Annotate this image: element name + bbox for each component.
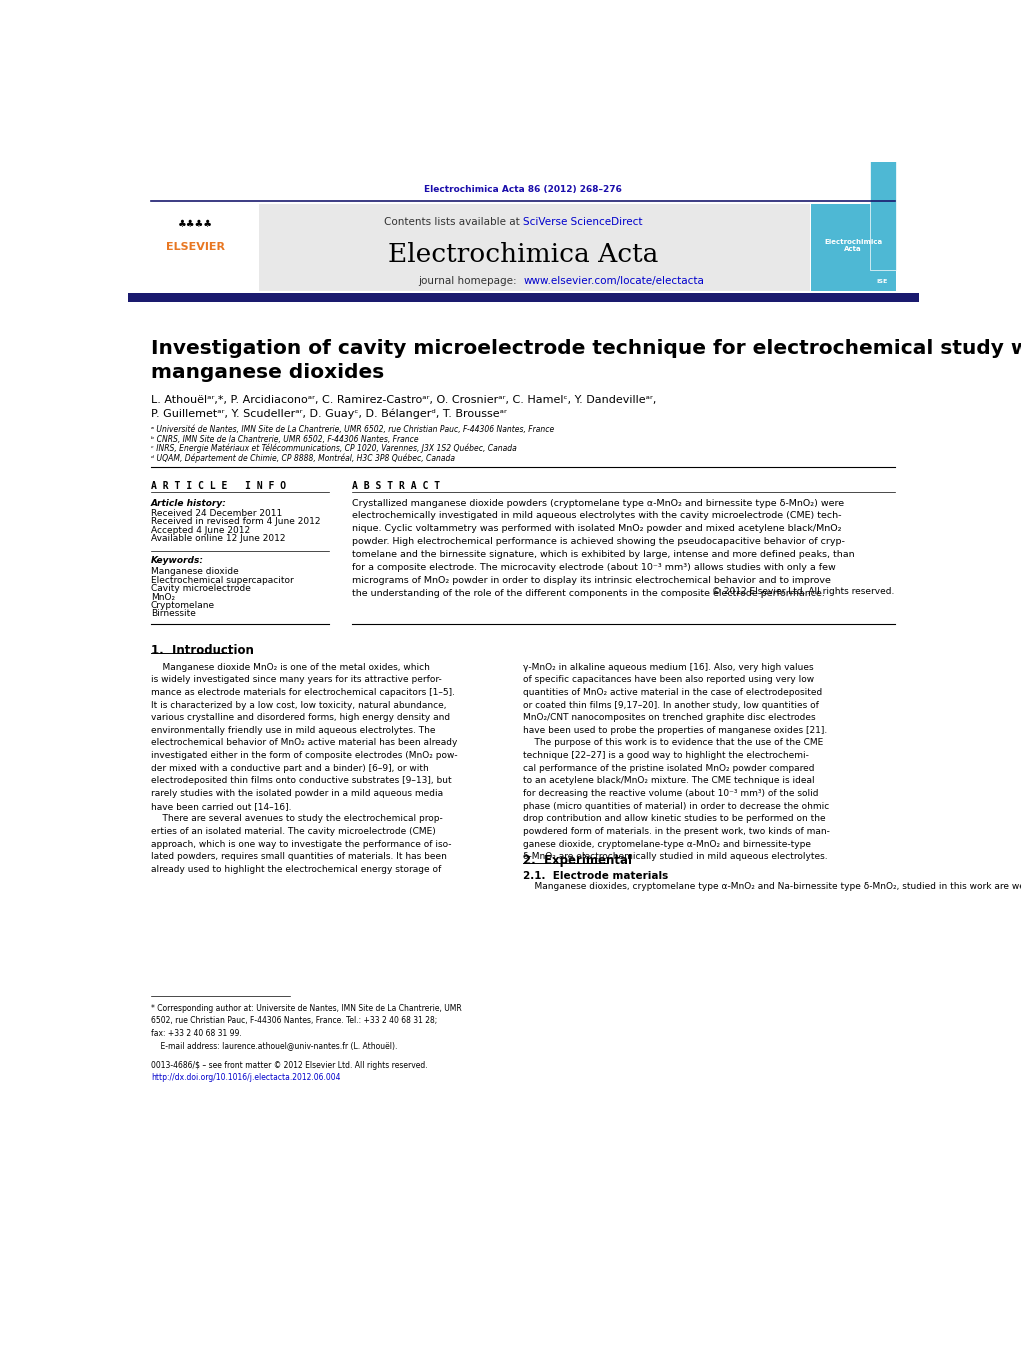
Text: Cryptomelane: Cryptomelane [151,601,215,611]
Text: L. Athouëlᵃʳ,*, P. Arcidiaconoᵃʳ, C. Ramirez-Castroᵃʳ, O. Crosnierᵃʳ, C. Hamelᶜ,: L. Athouëlᵃʳ,*, P. Arcidiaconoᵃʳ, C. Ram… [151,394,657,405]
Text: P. Guillemetᵃʳ, Y. Scudellerᵃʳ, D. Guayᶜ, D. Bélangerᵈ, T. Brousseᵃʳ: P. Guillemetᵃʳ, Y. Scudellerᵃʳ, D. Guayᶜ… [151,408,506,419]
Text: Manganese dioxide MnO₂ is one of the metal oxides, which
is widely investigated : Manganese dioxide MnO₂ is one of the met… [151,662,457,874]
Text: Manganese dioxide: Manganese dioxide [151,567,239,576]
Text: Electrochimica
Acta: Electrochimica Acta [824,239,882,253]
Text: SciVerse ScienceDirect: SciVerse ScienceDirect [523,218,643,227]
Text: A R T I C L E   I N F O: A R T I C L E I N F O [151,481,286,490]
Text: Manganese dioxides, cryptomelane type α-MnO₂ and Na-birnessite type δ-MnO₂, stud: Manganese dioxides, cryptomelane type α-… [523,882,1021,892]
Text: © 2012 Elsevier Ltd. All rights reserved.: © 2012 Elsevier Ltd. All rights reserved… [713,588,894,596]
Text: ᵇ CNRS, IMN Site de la Chantrerie, UMR 6502, F-44306 Nantes, France: ᵇ CNRS, IMN Site de la Chantrerie, UMR 6… [151,435,419,443]
Bar [870,0,895,270]
Bar [128,293,919,303]
Text: γ-MnO₂ in alkaline aqueous medium [16]. Also, very high values
of specific capac: γ-MnO₂ in alkaline aqueous medium [16]. … [523,662,830,861]
Bar [259,204,810,292]
Text: Article history:: Article history: [151,499,227,508]
Text: A B S T R A C T: A B S T R A C T [352,481,440,490]
Text: journal homepage:: journal homepage: [419,277,523,286]
Text: Received 24 December 2011: Received 24 December 2011 [151,508,282,517]
Text: Electrochimica Acta: Electrochimica Acta [388,242,659,267]
Text: Contents lists available at: Contents lists available at [384,218,523,227]
Text: ISE: ISE [877,278,888,284]
Text: ᵈ UQAM, Département de Chimie, CP 8888, Montréal, H3C 3P8 Québec, Canada: ᵈ UQAM, Département de Chimie, CP 8888, … [151,453,455,462]
Text: ♣♣♣♣: ♣♣♣♣ [179,219,213,228]
Text: Crystallized manganese dioxide powders (cryptomelane type α-MnO₂ and birnessite : Crystallized manganese dioxide powders (… [352,499,855,597]
Text: ELSEVIER: ELSEVIER [166,242,226,251]
Text: 1.  Introduction: 1. Introduction [151,644,254,657]
Text: Keywords:: Keywords: [151,557,204,565]
Text: Investigation of cavity microelectrode technique for electrochemical study with
: Investigation of cavity microelectrode t… [151,339,1021,382]
Text: Birnessite: Birnessite [151,609,196,619]
Text: Cavity microelectrode: Cavity microelectrode [151,584,251,593]
Text: ᶜ INRS, Energie Matériaux et Télécommunications, CP 1020, Varennes, J3X 1S2 Québ: ᶜ INRS, Energie Matériaux et Télécommuni… [151,444,517,454]
Text: Available online 12 June 2012: Available online 12 June 2012 [151,534,286,543]
Text: http://dx.doi.org/10.1016/j.electacta.2012.06.004: http://dx.doi.org/10.1016/j.electacta.20… [151,1073,340,1082]
Text: www.elsevier.com/locate/electacta: www.elsevier.com/locate/electacta [523,277,704,286]
Text: ᵃ Université de Nantes, IMN Site de La Chantrerie, UMR 6502, rue Christian Pauc,: ᵃ Université de Nantes, IMN Site de La C… [151,426,554,435]
Bar [811,204,895,292]
Text: * Corresponding author at: Universite de Nantes, IMN Site de La Chantrerie, UMR
: * Corresponding author at: Universite de… [151,1004,461,1050]
Text: 2.  Experimental: 2. Experimental [523,854,632,866]
Text: Accepted 4 June 2012: Accepted 4 June 2012 [151,526,250,535]
Text: Electrochimica Acta 86 (2012) 268–276: Electrochimica Acta 86 (2012) 268–276 [425,185,622,195]
Text: Electrochemical supercapacitor: Electrochemical supercapacitor [151,576,294,585]
Text: 2.1.  Electrode materials: 2.1. Electrode materials [523,870,668,881]
Text: 0013-4686/$ – see front matter © 2012 Elsevier Ltd. All rights reserved.: 0013-4686/$ – see front matter © 2012 El… [151,1062,428,1070]
Text: MnO₂: MnO₂ [151,593,175,601]
Text: Received in revised form 4 June 2012: Received in revised form 4 June 2012 [151,517,321,526]
